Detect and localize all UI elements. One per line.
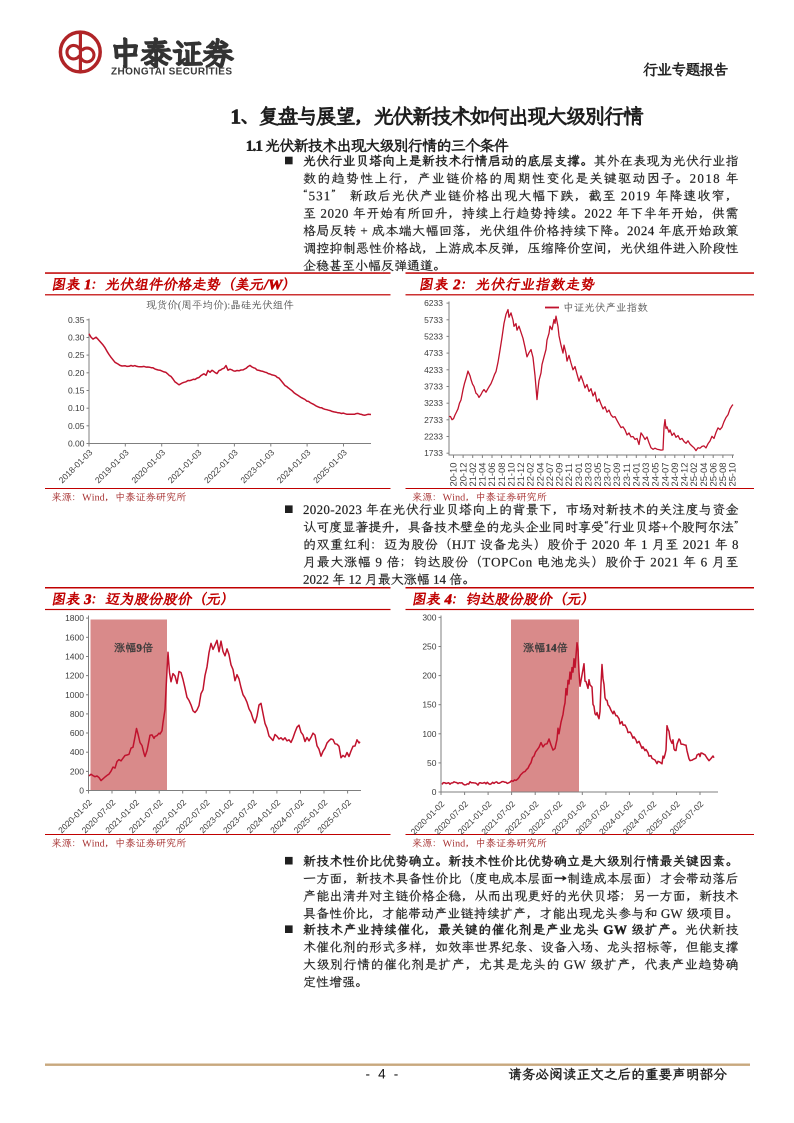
svg-text:100: 100 (422, 729, 436, 739)
svg-text:6233: 6233 (424, 298, 443, 308)
svg-text:23-03: 23-03 (582, 463, 593, 487)
svg-text:0.05: 0.05 (68, 421, 85, 431)
svg-text:20-12: 20-12 (457, 463, 468, 487)
svg-text:3733: 3733 (424, 382, 443, 392)
svg-text:1600: 1600 (65, 632, 84, 642)
svg-text:1000: 1000 (65, 690, 84, 700)
svg-text:4733: 4733 (424, 348, 443, 358)
svg-text:24-01: 24-01 (631, 463, 642, 487)
svg-text:22-04: 22-04 (534, 463, 545, 487)
svg-text:25-04: 25-04 (698, 463, 709, 487)
svg-text:600: 600 (70, 728, 84, 738)
svg-text:24-03: 24-03 (640, 463, 651, 487)
svg-text:400: 400 (70, 747, 84, 757)
svg-text:800: 800 (70, 709, 84, 719)
svg-text:250: 250 (422, 642, 436, 652)
svg-text:1400: 1400 (65, 652, 84, 662)
svg-text:0: 0 (79, 786, 84, 796)
svg-text:0.25: 0.25 (68, 350, 85, 360)
svg-text:0.15: 0.15 (68, 386, 85, 396)
svg-text:20-10: 20-10 (448, 463, 459, 487)
svg-text:23-11: 23-11 (621, 463, 632, 486)
svg-text:21-02: 21-02 (467, 463, 478, 487)
svg-text:21-10: 21-10 (505, 463, 516, 487)
svg-text:200: 200 (70, 766, 84, 776)
svg-text:24-07: 24-07 (659, 463, 670, 487)
svg-text:25-10: 25-10 (727, 463, 738, 487)
svg-text:21-12: 21-12 (515, 463, 526, 487)
svg-text:5733: 5733 (424, 315, 443, 325)
svg-text:21-06: 21-06 (486, 463, 497, 487)
svg-text:21-08: 21-08 (496, 463, 507, 487)
svg-text:0.00: 0.00 (68, 439, 85, 449)
svg-text:22-02: 22-02 (525, 463, 536, 487)
svg-text:- 4 -: - 4 - (365, 1067, 400, 1082)
svg-text:21-04: 21-04 (477, 463, 488, 487)
svg-text:0.20: 0.20 (68, 368, 85, 378)
svg-text:4233: 4233 (424, 365, 443, 375)
svg-text:24-05: 24-05 (650, 463, 661, 487)
svg-text:22-11: 22-11 (563, 463, 574, 486)
svg-text:25-06: 25-06 (707, 463, 718, 487)
svg-text:23-05: 23-05 (592, 463, 603, 487)
svg-text:50: 50 (427, 758, 437, 768)
svg-text:22-09: 22-09 (554, 463, 565, 487)
svg-text:300: 300 (422, 612, 436, 622)
svg-text:0.35: 0.35 (68, 315, 85, 325)
svg-text:23-09: 23-09 (611, 463, 622, 487)
svg-text:0: 0 (432, 787, 437, 797)
svg-text:ZHONGTAI SECURITIES: ZHONGTAI SECURITIES (111, 67, 232, 78)
svg-text:0.30: 0.30 (68, 333, 85, 343)
svg-text:5233: 5233 (424, 331, 443, 341)
svg-text:23-07: 23-07 (602, 463, 613, 487)
svg-text:23-01: 23-01 (573, 463, 584, 487)
svg-text:25-02: 25-02 (688, 463, 699, 487)
svg-text:1800: 1800 (65, 613, 84, 623)
svg-text:24-09: 24-09 (669, 463, 680, 487)
svg-text:24-12: 24-12 (679, 463, 690, 487)
svg-text:200: 200 (422, 671, 436, 681)
svg-text:150: 150 (422, 700, 436, 710)
svg-text:22-07: 22-07 (544, 463, 555, 487)
svg-text:25-08: 25-08 (717, 463, 728, 487)
svg-text:0.10: 0.10 (68, 403, 85, 413)
svg-text:3233: 3233 (424, 398, 443, 408)
svg-text:2233: 2233 (424, 432, 443, 442)
svg-text:2733: 2733 (424, 415, 443, 425)
svg-text:1200: 1200 (65, 671, 84, 681)
svg-text:1733: 1733 (424, 448, 443, 458)
